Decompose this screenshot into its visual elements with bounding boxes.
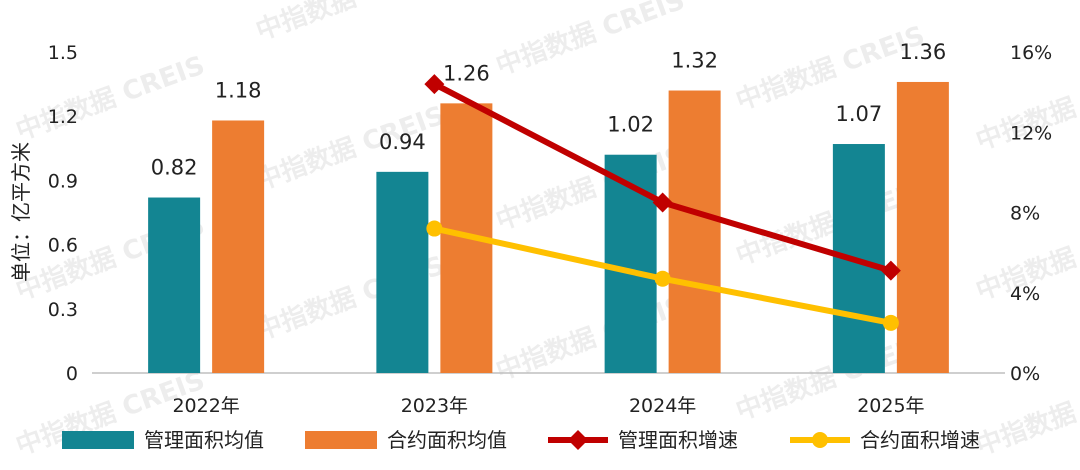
x-tick-label: 2024年 <box>629 395 696 417</box>
legend: 管理面积均值 合约面积均值 管理面积增速 合约面积增速 <box>62 428 980 452</box>
y2-tick-label: 12% <box>1010 122 1052 144</box>
legend-item-contract-growth: 合约面积增速 <box>790 428 980 452</box>
bar-managed-area <box>376 171 429 373</box>
line-point-contract-growth <box>882 314 899 331</box>
watermark-text: 中指数据 CREIS <box>492 291 689 387</box>
legend-label: 合约面积均值 <box>387 428 507 452</box>
bars <box>148 81 949 374</box>
y2-axis-ticks: 0% 4% 8% 12% 16% <box>1010 42 1052 385</box>
bar-value-label: 0.94 <box>379 130 426 154</box>
watermark-text: 中指数据 CREIS <box>492 141 689 237</box>
line-point-contract-growth <box>654 270 671 287</box>
watermark-text: 中指数据 CREIS <box>12 51 209 147</box>
bar-value-label: 1.07 <box>835 102 882 126</box>
growth-lines <box>424 74 901 331</box>
bar-contract-area <box>212 120 265 373</box>
bar-contract-area <box>668 90 721 374</box>
line-point-contract-growth <box>426 220 443 237</box>
y-tick-label: 0.9 <box>48 170 78 192</box>
y-tick-label: 1.5 <box>48 42 78 64</box>
legend-label: 管理面积增速 <box>618 428 738 452</box>
y2-tick-label: 0% <box>1010 363 1040 385</box>
bar-contract-area <box>896 81 949 374</box>
x-tick-label: 2022年 <box>172 395 239 417</box>
y-tick-label: 0 <box>66 363 78 385</box>
y-tick-label: 1.2 <box>48 106 78 128</box>
legend-label: 合约面积增速 <box>860 428 980 452</box>
legend-item-contract-area: 合约面积均值 <box>305 428 507 452</box>
legend-item-managed-growth: 管理面积增速 <box>548 428 738 452</box>
y-axis-label: 单位：亿平方米 <box>9 142 33 282</box>
bar-data-labels: 0.82 0.94 1.02 1.07 1.18 1.26 1.32 1.36 <box>151 40 947 180</box>
bar-value-label: 0.82 <box>151 156 198 180</box>
bar-value-label: 1.02 <box>607 113 654 137</box>
bar-value-label: 1.32 <box>671 49 718 73</box>
legend-marker <box>568 430 588 450</box>
bar-managed-area <box>148 197 201 373</box>
bar-value-label: 1.18 <box>215 78 262 102</box>
bar-value-label: 1.26 <box>443 61 490 85</box>
legend-marker <box>812 432 828 448</box>
watermark-text: 中指数据 CREIS <box>252 0 449 47</box>
legend-swatch <box>305 431 377 449</box>
legend-item-managed-area: 管理面积均值 <box>62 428 264 452</box>
legend-swatch <box>62 431 134 449</box>
line-point-managed-growth <box>424 74 445 95</box>
x-axis-ticks: 2022年 2023年 2024年 2025年 <box>172 395 924 417</box>
legend-label: 管理面积均值 <box>144 428 264 452</box>
y-tick-label: 0.3 <box>48 299 78 321</box>
watermark-text: 中指数据 CREIS <box>492 0 689 82</box>
x-tick-label: 2023年 <box>401 395 468 417</box>
y2-tick-label: 8% <box>1010 203 1040 225</box>
x-tick-label: 2025年 <box>857 395 924 417</box>
y2-tick-label: 4% <box>1010 283 1040 305</box>
y2-tick-label: 16% <box>1010 42 1052 64</box>
y-axis-ticks: 0 0.3 0.6 0.9 1.2 1.5 <box>48 42 78 385</box>
bar-managed-area <box>604 154 657 373</box>
bar-value-label: 1.36 <box>899 40 946 64</box>
line-point-managed-growth <box>880 260 901 281</box>
y-tick-label: 0.6 <box>48 235 78 257</box>
line-point-managed-growth <box>652 192 673 213</box>
